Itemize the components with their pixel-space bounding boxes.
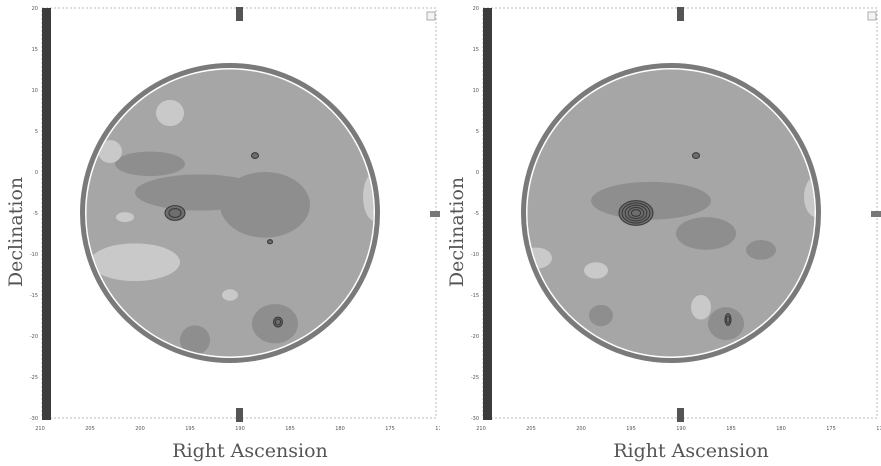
source-contour <box>168 208 182 218</box>
source-contour <box>164 205 186 221</box>
y-tick-label: -25 <box>30 375 38 381</box>
source-contour <box>266 239 274 245</box>
skymap-panel-right: 210 205 200 195 190 185 180 175 170 20 15 10 5 0 -5 -10… <box>441 0 881 466</box>
y-tick-label: -10 <box>30 252 38 258</box>
bright-region <box>116 212 134 223</box>
bright-region <box>222 289 238 301</box>
bright-region <box>90 243 180 282</box>
x-tick-label: 200 <box>576 426 586 432</box>
x-tick-label: 185 <box>285 426 295 432</box>
x-tick-label: 175 <box>826 426 836 432</box>
x-tick-label: 180 <box>335 426 345 432</box>
dim-region <box>676 217 736 250</box>
source-contour <box>724 313 732 326</box>
x-tick-label: 205 <box>85 426 95 432</box>
x-tick-label: 180 <box>776 426 786 432</box>
bright-region <box>363 172 374 222</box>
top-center-marker <box>677 7 684 21</box>
top-center-marker <box>236 7 243 21</box>
source-core <box>267 239 273 244</box>
x-tick-label: 210 <box>35 426 45 432</box>
x-tick-label: 210 <box>476 426 486 432</box>
source-core <box>251 152 259 159</box>
y-tick-label: 20 <box>32 6 38 12</box>
y-tick-label: -20 <box>471 334 479 340</box>
field-rim <box>80 63 380 363</box>
x-tick-label: 170 <box>435 426 440 432</box>
y-tick-label: -30 <box>30 416 38 422</box>
skymap-panel-left: 210 205 200 195 190 185 180 175 170 20 15 10 5 0 -5 -10… <box>0 0 440 466</box>
right-edge-marker <box>871 211 881 217</box>
skymap-chart-left: 210 205 200 195 190 185 180 175 170 20 15 10 5 0 -5 -10… <box>5 6 440 462</box>
color-scale-bar <box>42 8 51 420</box>
source-contour <box>725 315 731 324</box>
bright-region <box>691 295 711 320</box>
bright-region <box>98 140 122 163</box>
source-contour <box>274 318 282 326</box>
skymap-chart-right: 210 205 200 195 190 185 180 175 170 20 15 10 5 0 -5 -10… <box>446 6 881 462</box>
bottom-center-marker <box>677 408 684 422</box>
x-tick-label: 170 <box>876 426 881 432</box>
y-tick-label: -5 <box>474 211 479 217</box>
x-axis-title: Right Ascension <box>613 440 769 462</box>
y-tick-label: 20 <box>473 6 479 12</box>
x-tick-label: 185 <box>726 426 736 432</box>
x-axis-title: Right Ascension <box>172 440 328 462</box>
source-core <box>692 152 700 159</box>
y-tick-label: 5 <box>35 129 38 135</box>
x-tick-label: 205 <box>526 426 536 432</box>
right-edge-marker <box>430 211 440 217</box>
source-core <box>165 205 185 221</box>
source-contour <box>621 202 651 224</box>
source-contour <box>691 152 701 160</box>
x-tick-label: 190 <box>676 426 686 432</box>
bottom-center-marker <box>236 408 243 422</box>
bright-region <box>804 176 815 218</box>
dim-region <box>180 325 210 355</box>
y-tick-label: 15 <box>473 47 479 53</box>
y-tick-label: -10 <box>471 252 479 258</box>
bright-region <box>527 247 552 269</box>
color-scale-bar <box>483 8 492 420</box>
y-tick-label: -5 <box>33 211 38 217</box>
bright-region <box>584 262 608 279</box>
source-contour <box>627 206 645 220</box>
field-rim <box>521 63 821 363</box>
dim-region <box>589 304 613 327</box>
y-tick-label: -15 <box>471 293 479 299</box>
source-contour <box>624 204 648 222</box>
source-contour <box>250 152 260 160</box>
y-tick-label: -25 <box>471 375 479 381</box>
source-core <box>619 200 653 226</box>
source-contour <box>618 200 654 226</box>
source-contour <box>630 209 642 217</box>
bright-region <box>156 99 184 127</box>
x-tick-label: 195 <box>626 426 636 432</box>
y-tick-label: 0 <box>35 170 38 176</box>
y-tick-label: 5 <box>476 129 479 135</box>
dim-region <box>220 172 310 238</box>
y-tick-label: -15 <box>30 293 38 299</box>
y-tick-label: 10 <box>32 88 38 94</box>
corner-box <box>867 11 877 21</box>
y-tick-label: 0 <box>476 170 479 176</box>
dim-region <box>746 240 776 260</box>
y-axis-title: Declination <box>5 177 27 287</box>
x-tick-label: 195 <box>185 426 195 432</box>
y-tick-label: -20 <box>30 334 38 340</box>
x-tick-label: 200 <box>135 426 145 432</box>
y-axis-title: Declination <box>446 177 468 287</box>
corner-box <box>426 11 436 21</box>
y-tick-label: 15 <box>32 47 38 53</box>
x-tick-label: 175 <box>385 426 395 432</box>
y-tick-label: -30 <box>471 416 479 422</box>
y-tick-label: 10 <box>473 88 479 94</box>
dim-region <box>115 151 185 177</box>
x-tick-label: 190 <box>235 426 245 432</box>
source-contour <box>272 316 284 328</box>
